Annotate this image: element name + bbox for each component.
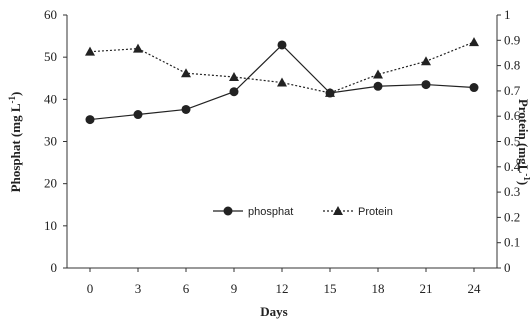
right-y-axis-title: Protein (mgL-1) bbox=[516, 99, 530, 185]
x-tick-label: 9 bbox=[231, 281, 238, 296]
legend-phosphat-label: phosphat bbox=[248, 206, 293, 218]
right-y-tick-label: 1 bbox=[504, 7, 511, 22]
x-tick-label: 0 bbox=[87, 281, 94, 296]
right-y-tick-label: 0.9 bbox=[504, 32, 520, 47]
right-y-tick-label: 0.4 bbox=[504, 159, 521, 174]
protein-data-point bbox=[181, 68, 191, 78]
legend-protein-marker bbox=[333, 206, 343, 215]
x-tick-label: 6 bbox=[183, 281, 190, 296]
x-tick-label: 18 bbox=[372, 281, 385, 296]
protein-data-point bbox=[277, 77, 287, 87]
left-y-tick-label: 20 bbox=[44, 176, 57, 191]
phosphat-data-point bbox=[133, 110, 143, 120]
protein-data-point bbox=[421, 56, 431, 66]
right-y-tick-label: 0.3 bbox=[504, 184, 520, 199]
right-y-tick-label: 0.7 bbox=[504, 83, 521, 98]
phosphat-data-point bbox=[421, 80, 431, 90]
protein-data-point bbox=[229, 71, 239, 81]
left-y-tick-label: 30 bbox=[44, 134, 57, 149]
legend-phosphat-marker bbox=[223, 206, 233, 216]
x-axis-title: Days bbox=[260, 304, 287, 319]
phosphat-data-point bbox=[181, 104, 191, 114]
series bbox=[85, 37, 479, 125]
phosphat-data-point bbox=[277, 40, 287, 50]
x-tick-label: 15 bbox=[324, 281, 337, 296]
x-tick-label: 3 bbox=[135, 281, 142, 296]
protein-data-point bbox=[469, 37, 479, 47]
protein-data-point bbox=[325, 87, 335, 97]
right-y-tick-label: 0.5 bbox=[504, 134, 520, 149]
protein-data-point bbox=[133, 43, 143, 53]
right-y-tick-label: 0.2 bbox=[504, 209, 520, 224]
right-y-tick-label: 0.1 bbox=[504, 235, 520, 250]
left-y-tick-label: 60 bbox=[44, 7, 57, 22]
x-tick-label: 24 bbox=[468, 281, 482, 296]
legend-protein-label: Protein bbox=[358, 206, 393, 218]
left-y-tick-label: 0 bbox=[51, 260, 58, 275]
phosphat-data-point bbox=[229, 87, 239, 97]
left-y-axis-title: Phosphat (mg L-1) bbox=[7, 92, 23, 193]
left-y-tick-label: 40 bbox=[44, 91, 57, 106]
phosphat-data-point bbox=[373, 81, 383, 91]
legend: phosphat Protein bbox=[213, 206, 393, 218]
right-y-tick-label: 0 bbox=[504, 260, 511, 275]
x-tick-label: 21 bbox=[420, 281, 433, 296]
phosphat-data-point bbox=[469, 83, 479, 93]
axes bbox=[66, 15, 498, 269]
right-y-tick-label: 0.6 bbox=[504, 108, 521, 123]
protein-data-point bbox=[85, 46, 95, 56]
ticks: 010203040506000.10.20.30.40.50.60.70.80.… bbox=[44, 7, 521, 296]
left-y-tick-label: 10 bbox=[44, 218, 57, 233]
left-y-tick-label: 50 bbox=[44, 49, 57, 64]
protein-data-point bbox=[373, 69, 383, 79]
x-tick-label: 12 bbox=[276, 281, 289, 296]
phosphat-data-point bbox=[85, 115, 95, 125]
protein-series-line bbox=[89, 41, 475, 94]
right-y-tick-label: 0.8 bbox=[504, 58, 520, 73]
